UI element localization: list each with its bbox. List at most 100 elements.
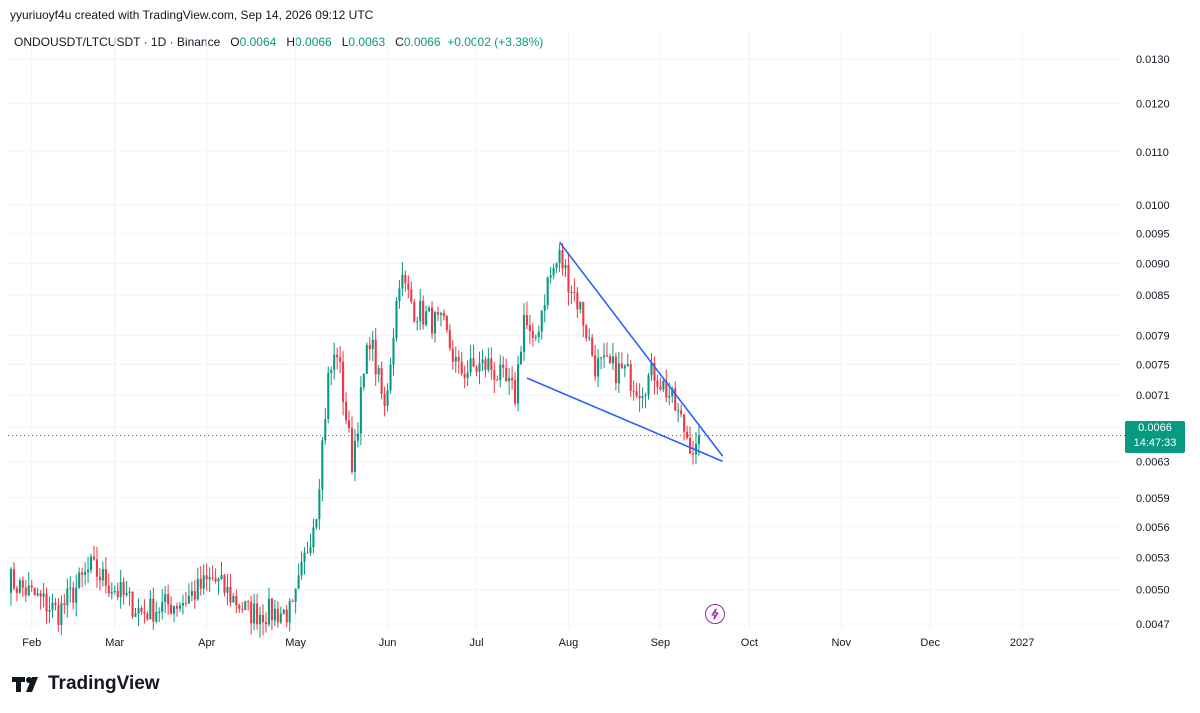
candle (119, 569, 122, 609)
candle (650, 353, 653, 382)
candle (531, 322, 534, 347)
trendline-upper[interactable] (558, 241, 724, 457)
x-tick-label: Oct (741, 637, 758, 649)
candle (422, 295, 425, 330)
y-tick-label: 0.0050 (1136, 585, 1170, 597)
y-tick-label: 0.0053 (1136, 552, 1170, 564)
candle (270, 597, 273, 631)
candle (629, 360, 632, 397)
candle (291, 599, 294, 603)
candle (69, 576, 72, 603)
candle (519, 345, 523, 365)
low-label: L (341, 35, 349, 49)
x-tick-label: Feb (22, 637, 41, 649)
y-tick-label: 0.0120 (1136, 99, 1170, 111)
candle (410, 281, 413, 305)
candle (514, 372, 517, 407)
candle (683, 413, 686, 441)
candle (208, 567, 211, 593)
x-tick-label: Jun (379, 637, 397, 649)
candle (89, 553, 93, 574)
candle (365, 342, 368, 375)
candle (617, 351, 620, 394)
candle (686, 425, 689, 440)
candle (321, 436, 324, 502)
candle (21, 576, 24, 597)
candle (656, 374, 659, 395)
tradingview-logo[interactable]: TradingView (12, 673, 160, 695)
candle (404, 270, 407, 292)
candle (342, 351, 345, 416)
candle (413, 298, 416, 324)
candle (303, 547, 306, 575)
candle (356, 422, 359, 448)
candle (217, 577, 220, 595)
x-tick-label: Apr (198, 637, 215, 649)
bolt-icon[interactable] (705, 604, 725, 624)
candle (353, 429, 356, 482)
candle (202, 564, 205, 595)
candle (190, 581, 193, 602)
candle (555, 262, 558, 274)
change-value: +0.0002 (+3.38%) (447, 35, 544, 49)
candle (463, 365, 466, 389)
candle (220, 561, 223, 580)
x-tick-label: Dec (920, 637, 940, 649)
candle (602, 342, 606, 368)
candle (407, 275, 410, 299)
y-tick-label: 0.0130 (1136, 54, 1170, 66)
candle (662, 378, 665, 393)
candle (431, 301, 434, 339)
y-tick-label: 0.0063 (1136, 456, 1170, 468)
symbol-title[interactable]: ONDOUSDT/LTCUSDT · 1D · Binance (14, 35, 221, 49)
candle (54, 597, 57, 611)
candle (101, 561, 104, 587)
price-axis[interactable]: 0.0130 0.0120 0.0110 0.0100 0.0095 0.0090 0.00… (1136, 54, 1170, 631)
candle (436, 306, 440, 322)
candle (113, 585, 116, 595)
candle (359, 376, 362, 446)
candle (282, 608, 285, 615)
time-axis[interactable]: Feb Mar Apr May Jun Jul Aug Sep Oct Nov Dec 2027 (22, 637, 1034, 649)
candle (620, 352, 623, 369)
candle (635, 382, 638, 399)
candle (694, 431, 697, 464)
candle (155, 601, 158, 624)
candle (626, 353, 629, 368)
candle (324, 407, 327, 445)
candle (122, 577, 125, 605)
tradingview-wordmark: TradingView (48, 673, 160, 694)
candle (137, 598, 140, 627)
candle (238, 603, 241, 614)
candle (276, 601, 279, 628)
candle (333, 342, 336, 380)
candle (644, 392, 647, 409)
candle (297, 563, 300, 590)
candle (386, 383, 389, 412)
candle (680, 404, 683, 418)
candle (448, 324, 451, 352)
y-tick-label: 0.0090 (1136, 258, 1170, 270)
trendline-lower[interactable] (526, 377, 723, 463)
candle (24, 580, 27, 603)
candle (187, 583, 190, 605)
candle (158, 607, 161, 623)
candle (499, 354, 502, 388)
x-tick-label: Sep (651, 637, 671, 649)
candle (152, 587, 155, 630)
candle (33, 587, 36, 596)
candle (377, 365, 380, 383)
candle (597, 349, 600, 388)
candle (9, 567, 13, 606)
candle (481, 349, 484, 372)
candle (445, 314, 448, 333)
candle (36, 587, 39, 597)
candle (345, 392, 348, 425)
candle (196, 567, 199, 601)
candle (469, 345, 472, 377)
candle (502, 356, 505, 378)
candle (576, 286, 579, 319)
candle (146, 611, 149, 621)
candle (92, 545, 96, 561)
